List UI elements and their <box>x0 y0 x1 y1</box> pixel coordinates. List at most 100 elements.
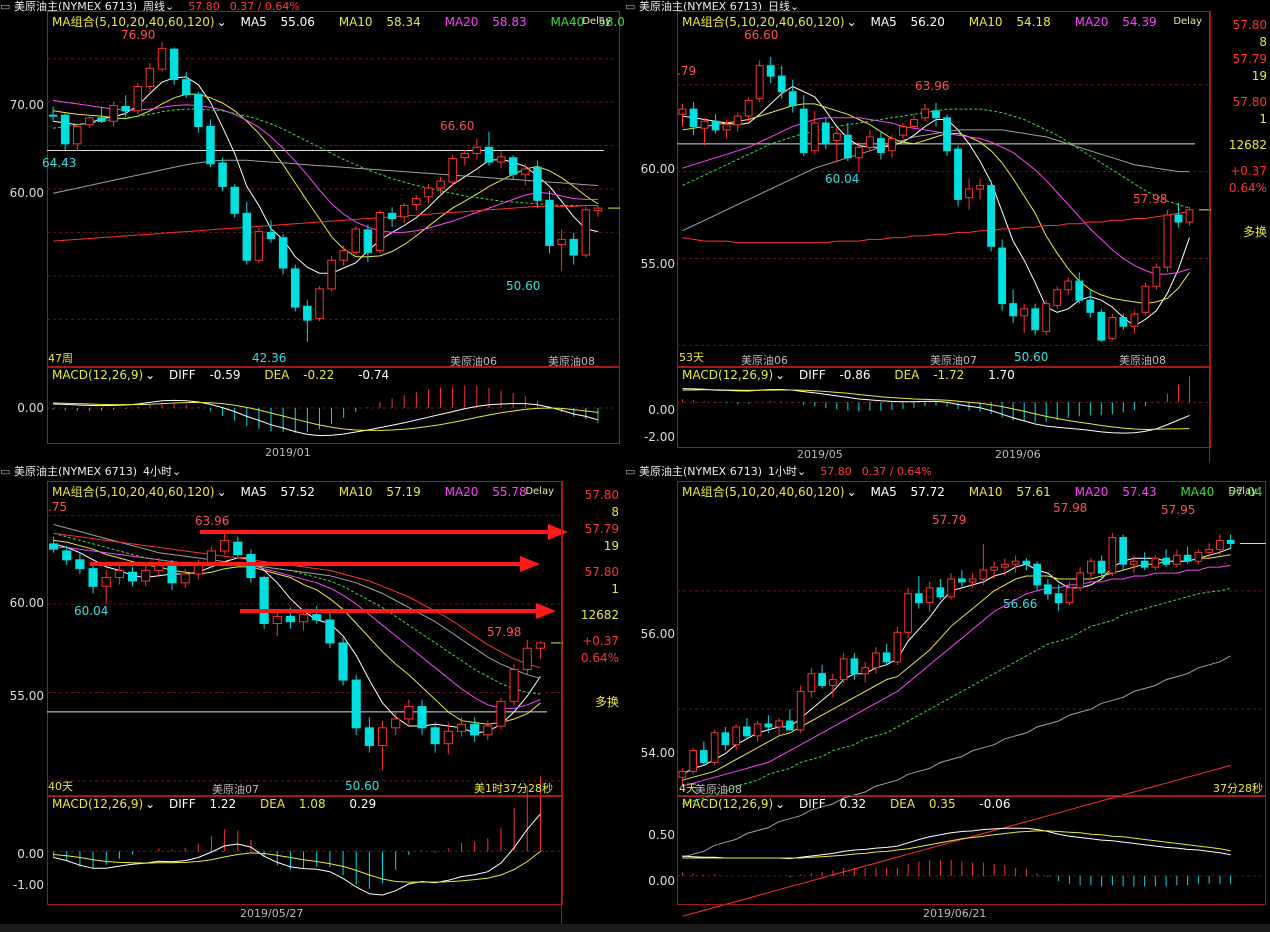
macd-diff-line <box>53 399 599 437</box>
macd-legend[interactable]: MACD(12,26,9) ⌄ DIFF -0.59 DEA -0.22 -0.7… <box>52 368 399 382</box>
candle-up <box>865 136 874 148</box>
ma-line-ma60 <box>682 655 1231 858</box>
panel-1h[interactable]: ▭ 美原油主(NYMEX 6713) 1小时⌄ 57.80 0.37 / 0.64% M… <box>625 465 1270 924</box>
macd-legend[interactable]: MACD(12,26,9) ⌄ DIFF 0.32 DEA 0.35 -0.06 <box>682 797 1020 811</box>
ma-legend[interactable]: MA组合(5,10,20,40,60,120) ⌄ MA5 56.20 MA10 … <box>682 13 1177 30</box>
price-plot[interactable]: MA组合(5,10,20,40,60,120) ⌄ MA5 57.52 MA10 … <box>47 481 563 797</box>
candle-down <box>1140 560 1149 568</box>
quote-panel: 57.80 8 57.79 19 57.80 1 12682 +0.37 0.6… <box>1209 11 1270 462</box>
candle-up <box>700 120 709 129</box>
macd-title[interactable]: MACD(12,26,9) <box>682 368 774 382</box>
macd-plot[interactable]: MACD(12,26,9) ⌄ DIFF -0.86 DEA -1.72 1.70 <box>677 366 1211 448</box>
panel-4h[interactable]: ▭ 美原油主(NYMEX 6713) 4小时⌄ MA组合(5,10,20,40,60… <box>0 465 622 924</box>
period-selector[interactable]: 日线 <box>768 0 790 13</box>
low-annotation: 50.60 <box>1014 350 1049 364</box>
high-annotation: 57.98 <box>487 625 522 639</box>
candle-up <box>1141 285 1150 313</box>
candle-down <box>312 614 322 621</box>
candle-up <box>299 614 309 623</box>
price-plot[interactable]: MA组合(5,10,20,40,60,120) ⌄ MA5 57.72 MA10 … <box>677 481 1266 797</box>
ma-legend[interactable]: MA组合(5,10,20,40,60,120) ⌄ MA5 57.72 MA10 … <box>682 483 1270 500</box>
chevron-down-icon[interactable]: ⌄ <box>216 15 227 29</box>
macd-legend[interactable]: MACD(12,26,9) ⌄ DIFF 1.22 DEA 1.08 0.29 <box>52 797 386 811</box>
panel-weekly[interactable]: ▭ 美原油主(NYMEX 6713) 周线⌄ 57.80 0.37 / 0.64% MA… <box>0 0 632 462</box>
chevron-down-icon[interactable]: ⌄ <box>216 485 227 499</box>
candle-up <box>990 566 998 571</box>
candle-down <box>1119 537 1127 565</box>
chevron-down-icon[interactable]: ⌄ <box>775 797 786 811</box>
ma-line-ma10 <box>682 103 1190 305</box>
macd-value: -0.06 <box>979 797 1011 811</box>
date-label: 2019/01 <box>265 446 311 459</box>
chevron-down-icon[interactable]: ⌄ <box>790 0 800 13</box>
chevron-down-icon[interactable]: ⌄ <box>165 0 175 13</box>
window-icon[interactable]: ▭ <box>0 0 11 13</box>
candle-down <box>1022 560 1031 565</box>
chevron-down-icon[interactable]: ⌄ <box>145 797 156 811</box>
ma-line-ma120 <box>682 764 1231 917</box>
quote-bid-size: 19 <box>1251 69 1267 83</box>
panel-title[interactable]: ▭ 美原油主(NYMEX 6713) 1小时⌄ 57.80 0.37 / 0.64% <box>625 465 932 479</box>
annotation-arrow-head <box>536 603 556 619</box>
candle-up <box>921 108 929 119</box>
chevron-down-icon[interactable]: ⌄ <box>797 465 807 478</box>
period-selector[interactable]: 1小时 <box>768 465 797 478</box>
window-icon[interactable]: ▭ <box>625 465 636 478</box>
ma-group-label[interactable]: MA组合(5,10,20,40,60,120) <box>52 15 215 29</box>
macd-y-tick: -2.00 <box>643 430 675 444</box>
ma-line-ma20 <box>682 117 1190 275</box>
macd-title[interactable]: MACD(12,26,9) <box>52 368 144 382</box>
candle-up <box>436 180 445 189</box>
y-tick: 60.00 <box>9 186 44 200</box>
ma40-value: MA40 57.04 <box>1180 485 1263 499</box>
ma-group-label[interactable]: MA组合(5,10,20,40,60,120) <box>682 15 845 29</box>
panel-title[interactable]: ▭ 美原油主(NYMEX 6713) 日线⌄ <box>625 0 799 14</box>
candle-up <box>460 152 470 159</box>
candle-up <box>1216 540 1224 550</box>
high-annotation: 57.95 <box>1161 503 1196 517</box>
candle-up <box>854 146 863 159</box>
high-annotation: 66.60 <box>440 119 475 133</box>
period-selector[interactable]: 周线 <box>143 0 165 13</box>
panel-title[interactable]: ▭ 美原油主(NYMEX 6713) 4小时⌄ <box>0 465 181 479</box>
macd-legend[interactable]: MACD(12,26,9) ⌄ DIFF -0.86 DEA -1.72 1.70 <box>682 368 1025 382</box>
last-price: 57.80 <box>188 0 220 13</box>
ma-legend[interactable]: MA组合(5,10,20,40,60,120) ⌄ MA5 57.52 MA10 … <box>52 483 547 500</box>
macd-plot[interactable]: MACD(12,26,9) ⌄ DIFF -0.59 DEA -0.22 -0.7… <box>47 366 620 444</box>
candle-down <box>818 673 826 687</box>
candle-down <box>338 642 348 681</box>
ma20-value: MA20 55.78 <box>444 485 527 499</box>
dea-value: DEA -0.22 <box>264 368 335 382</box>
candle-down <box>882 652 891 663</box>
candle-up <box>807 673 816 692</box>
window-icon[interactable]: ▭ <box>0 465 11 478</box>
chevron-down-icon[interactable]: ⌄ <box>172 465 182 478</box>
chevron-down-icon[interactable]: ⌄ <box>846 485 857 499</box>
candle-down <box>915 593 923 604</box>
candle-down <box>1086 299 1095 313</box>
ma-group-label[interactable]: MA组合(5,10,20,40,60,120) <box>52 485 215 499</box>
candle-down <box>351 679 361 729</box>
exchange-code: (NYMEX 6713) <box>683 0 762 13</box>
macd-title[interactable]: MACD(12,26,9) <box>52 797 144 811</box>
macd-plot[interactable]: MACD(12,26,9) ⌄ DIFF 1.22 DEA 1.08 0.29 <box>47 795 563 905</box>
ma-legend[interactable]: MA组合(5,10,20,40,60,120) ⌄ MA5 55.06 MA10 … <box>52 13 652 30</box>
contract-label: 美原油06 <box>450 355 497 368</box>
window-icon[interactable]: ▭ <box>625 0 636 13</box>
candle-up <box>101 577 111 587</box>
chevron-down-icon[interactable]: ⌄ <box>145 368 156 382</box>
candle-up <box>1194 551 1203 562</box>
candle-down <box>88 568 98 587</box>
chevron-down-icon[interactable]: ⌄ <box>775 368 786 382</box>
period-selector[interactable]: 4小时 <box>143 465 172 478</box>
price-plot[interactable]: MA组合(5,10,20,40,60,120) ⌄ MA5 56.20 MA10 … <box>677 11 1211 368</box>
panel-title[interactable]: ▭ 美原油主(NYMEX 6713) 周线⌄ 57.80 0.37 / 0.64% <box>0 0 300 14</box>
chevron-down-icon[interactable]: ⌄ <box>846 15 857 29</box>
macd-plot[interactable]: MACD(12,26,9) ⌄ DIFF 0.32 DEA 0.35 -0.06 <box>677 795 1266 905</box>
symbol-name: 美原油主 <box>639 0 683 13</box>
panel-daily[interactable]: ▭ 美原油主(NYMEX 6713) 日线⌄ MA组合(5,10,20,40,60,… <box>625 0 1270 462</box>
ma-group-label[interactable]: MA组合(5,10,20,40,60,120) <box>682 485 845 499</box>
candle-up <box>1108 537 1117 574</box>
macd-title[interactable]: MACD(12,26,9) <box>682 797 774 811</box>
candle-down <box>689 108 698 127</box>
